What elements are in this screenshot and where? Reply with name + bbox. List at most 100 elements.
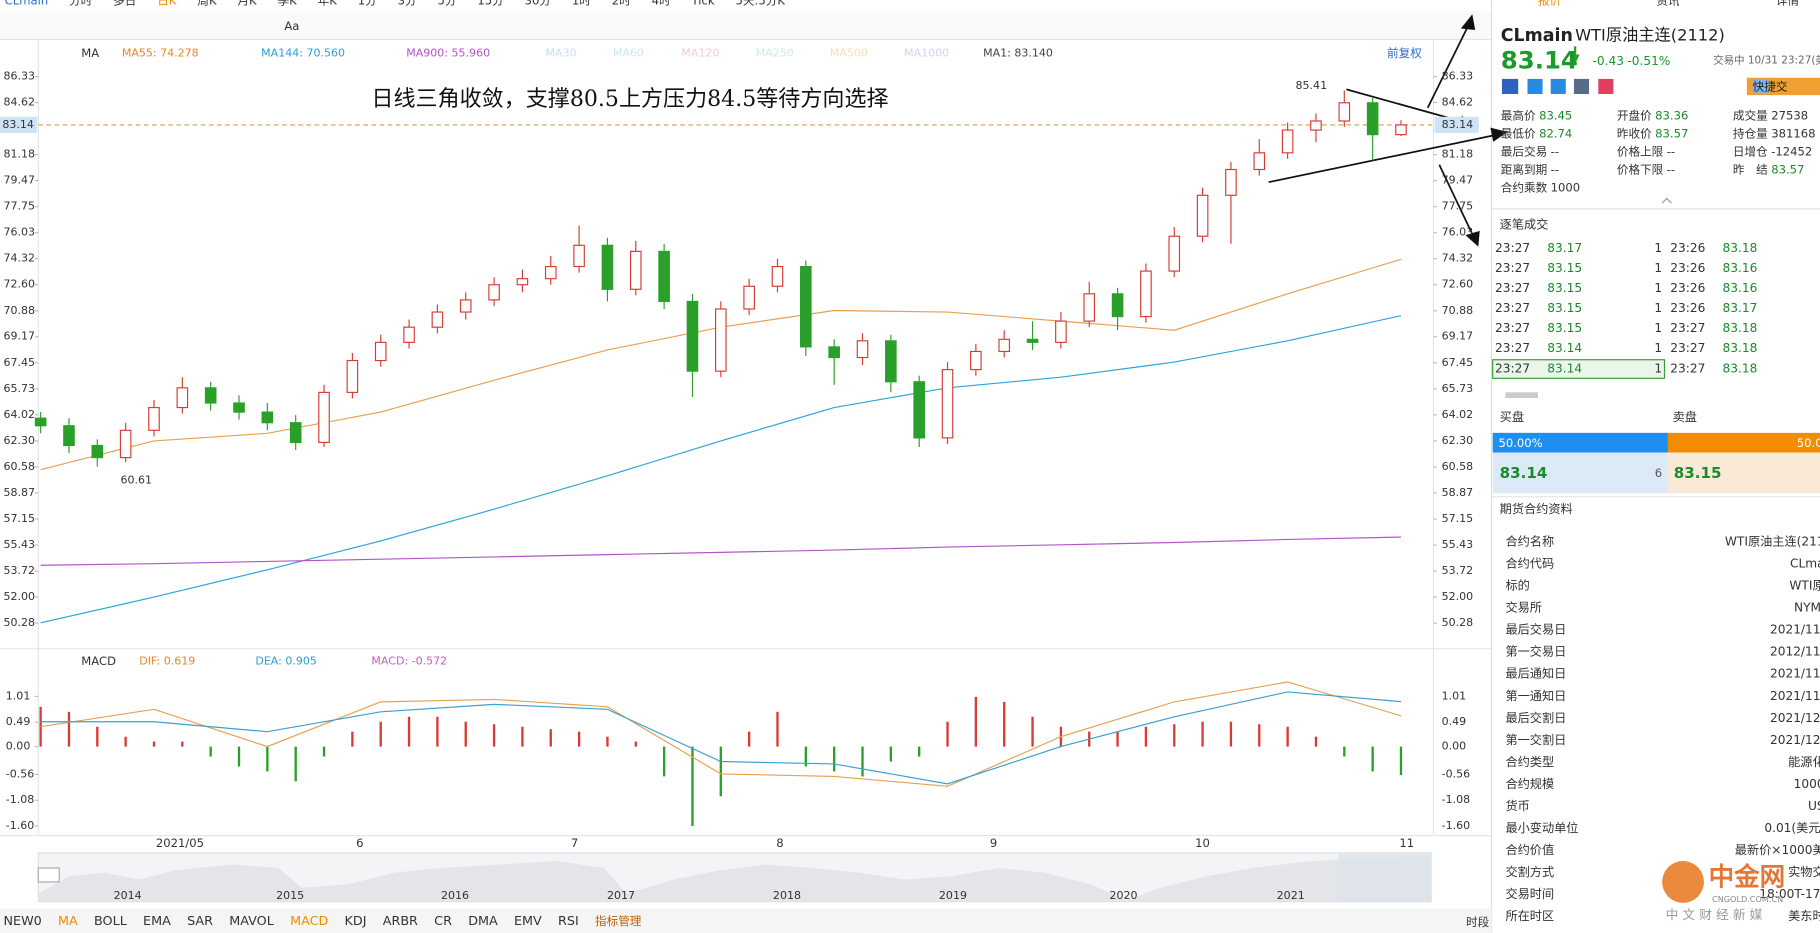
section-title: 逐笔成交	[1500, 217, 1549, 232]
indicator-tab[interactable]: MA	[58, 914, 78, 929]
macd-bar	[181, 741, 184, 747]
macd-bar	[804, 746, 807, 767]
collapse-chevron[interactable]	[1661, 197, 1672, 204]
contract-label: 第一交易日	[1505, 644, 1566, 659]
period-tab[interactable]: 5分	[438, 0, 457, 8]
y-tick-label: 74.32	[1442, 252, 1474, 265]
candle-body	[1225, 168, 1237, 196]
macd-bar	[691, 746, 694, 827]
contract-value: 能源化	[1788, 755, 1820, 769]
macd-bar	[946, 721, 949, 747]
period-tab[interactable]: 日K	[157, 0, 177, 8]
contract-label: 合约规模	[1505, 776, 1554, 791]
indicator-tab[interactable]: 指标管理	[595, 914, 642, 928]
period-tab[interactable]: 5天:5分K	[735, 0, 785, 8]
indicator-tab[interactable]: EMA	[143, 914, 171, 929]
y-tick-label: 65.73	[1442, 382, 1474, 395]
book-title: 卖盘	[1673, 409, 1697, 424]
quick-trade-label[interactable]: 快捷交	[1753, 80, 1788, 94]
period-tab[interactable]: 1时	[572, 0, 591, 8]
period-tab[interactable]: 15分	[477, 0, 504, 8]
period-tab[interactable]: 2时	[612, 0, 631, 8]
last-price-label: 83.14	[1442, 118, 1474, 131]
field-value: 83.45	[1539, 109, 1572, 123]
trade-cell: 23:27	[1495, 281, 1530, 295]
candle-body	[318, 391, 330, 444]
font-button[interactable]: Aa	[284, 19, 299, 33]
indicator-name[interactable]: MA	[81, 46, 99, 60]
candle-body	[1366, 102, 1379, 136]
y-tick-label: 76.03	[1442, 226, 1474, 239]
section-title: 期货合约资料	[1500, 501, 1573, 516]
indicator-tab[interactable]: DMA	[468, 914, 498, 929]
field-label: 成交量	[1733, 109, 1768, 123]
indicator-name[interactable]: MACD	[81, 654, 116, 668]
period-tab[interactable]: 4时	[652, 0, 671, 8]
macd-bar	[1003, 701, 1006, 747]
candle-body	[1168, 235, 1181, 272]
period-tab[interactable]: Tick	[691, 0, 715, 8]
indicator-tab[interactable]: MACD	[290, 914, 328, 929]
y-tick-label: -1.60	[1442, 819, 1471, 832]
period-tab[interactable]: 月K	[237, 0, 257, 8]
candle-body	[998, 338, 1011, 353]
indicator-tab[interactable]: ARBR	[383, 914, 418, 929]
period-tab[interactable]: 3分	[398, 0, 417, 8]
contract-label: 货币	[1505, 798, 1529, 813]
candle-body	[1395, 124, 1407, 136]
contract-label: 交易所	[1505, 600, 1542, 615]
y-tick-label: 57.15	[1442, 512, 1474, 525]
x-tick-label: 10	[1195, 836, 1210, 850]
indicator-tab[interactable]: KDJ	[345, 914, 367, 929]
field-label: 最低价	[1501, 127, 1536, 141]
indicator-tab[interactable]: NEW0	[3, 914, 41, 929]
navigator-window[interactable]	[1338, 852, 1432, 902]
contract-value: 最新价×1000美	[1735, 842, 1820, 857]
candle-body	[289, 422, 302, 444]
period-tab[interactable]: 季K	[278, 0, 298, 8]
indicator-tab[interactable]: EMV	[514, 914, 542, 929]
trade-cell: 83.16	[1723, 281, 1758, 295]
indicator-tab[interactable]: BOLL	[94, 914, 128, 929]
period-tab[interactable]: 1分	[358, 0, 377, 8]
trade-cell: 83.15	[1547, 261, 1582, 275]
macd-bar	[67, 711, 71, 747]
indicator-tab[interactable]: RSI	[558, 914, 579, 929]
period-tab[interactable]: 周K	[197, 0, 217, 8]
change: -0.43	[1593, 54, 1625, 68]
indicator-tab[interactable]: CR	[434, 914, 452, 929]
session-button[interactable]: 时段	[1466, 915, 1490, 929]
navigator-year: 2014	[114, 889, 142, 902]
period-tab[interactable]: 年K	[318, 0, 338, 8]
navigator-area	[38, 856, 1432, 902]
side-tab[interactable]: 详情	[1776, 0, 1800, 8]
period-tab[interactable]: 多日	[113, 0, 136, 8]
trade-cell: 83.18	[1723, 321, 1758, 335]
trade-cell: 23:26	[1670, 241, 1705, 255]
macd-bar	[1031, 716, 1034, 747]
y-tick-label: -1.08	[1442, 793, 1471, 806]
y-tick-label: 52.00	[3, 590, 35, 603]
indicator-tab[interactable]: MAVOL	[229, 914, 274, 929]
side-tab[interactable]: 资讯	[1656, 0, 1680, 8]
adjust-button[interactable]: 前复权	[1387, 46, 1422, 60]
indicator-tab[interactable]: SAR	[187, 914, 213, 929]
legend-entry: DIF: 0.619	[139, 654, 195, 667]
field-label: 价格下限	[1617, 163, 1664, 177]
scrollbar[interactable]	[1505, 392, 1538, 399]
navigator-year: 2017	[607, 889, 635, 902]
trade-cell: 1	[1654, 321, 1662, 335]
contract-value: WTI原	[1789, 579, 1820, 593]
period-tab[interactable]: 30分	[525, 0, 552, 8]
navigator-handle[interactable]	[37, 867, 60, 883]
trade-cell: 1	[1654, 241, 1662, 255]
period-tab[interactable]: CLmain	[5, 0, 49, 8]
x-tick-label: 9	[990, 836, 997, 850]
field-value: 83.57	[1771, 163, 1804, 177]
alert-icon[interactable]	[1752, 78, 1769, 94]
trade-cell: 83.16	[1723, 261, 1758, 275]
favorite-icon[interactable]	[1598, 78, 1614, 94]
contract-label: 最小变动单位	[1505, 820, 1578, 835]
side-tab[interactable]: 报价	[1538, 0, 1562, 8]
period-tab[interactable]: 分时	[69, 0, 93, 8]
